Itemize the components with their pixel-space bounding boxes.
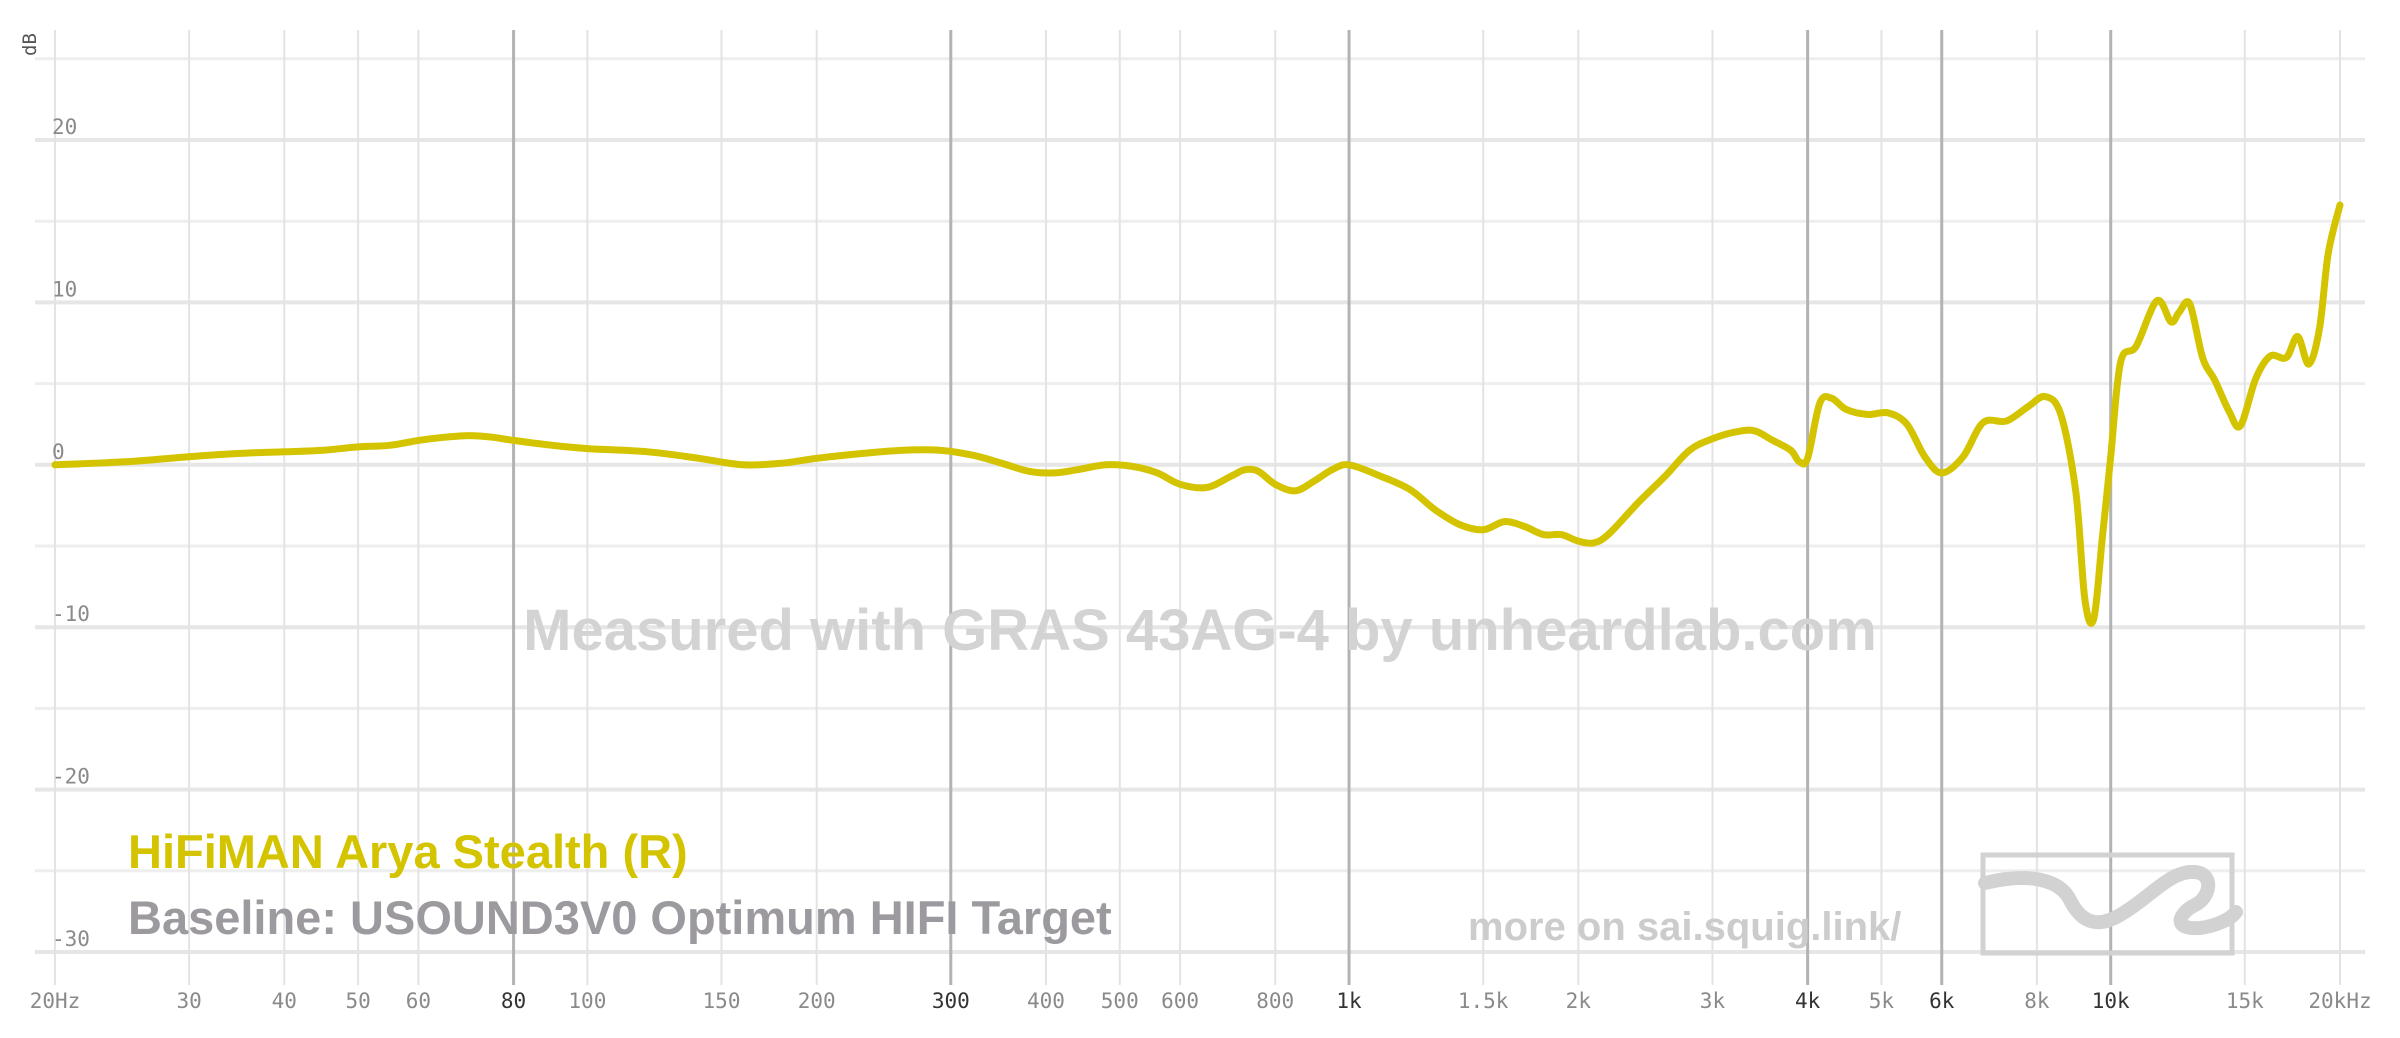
- x-tick-label: 50: [345, 989, 370, 1013]
- x-tick-label: 800: [1256, 989, 1294, 1013]
- x-tick-label: 500: [1101, 989, 1139, 1013]
- x-tick-label: 6k: [1929, 989, 1955, 1013]
- y-tick-label: 10: [52, 277, 77, 301]
- x-tick-label: 1.5k: [1458, 989, 1509, 1013]
- more-link[interactable]: more on sai.squig.link/: [1468, 905, 1901, 949]
- x-tick-label: 30: [176, 989, 201, 1013]
- legend-baseline-name: Baseline: USOUND3V0 Optimum HIFI Target: [128, 891, 1112, 944]
- x-tick-label: 2k: [1566, 989, 1592, 1013]
- y-tick-label: -10: [52, 602, 90, 626]
- x-tick-label: 100: [568, 989, 606, 1013]
- squiglink-wave-icon: [1978, 852, 2243, 956]
- x-tick-label: 8k: [2024, 989, 2050, 1013]
- x-tick-label: 4k: [1795, 989, 1821, 1013]
- x-tick-label: 15k: [2226, 989, 2264, 1013]
- x-tick-label: 40: [272, 989, 297, 1013]
- y-axis-unit-label: dB: [19, 33, 41, 56]
- y-axis-tick-labels: 20 10 0 -10 -20 -30: [52, 115, 90, 951]
- horizontal-gridlines: [35, 57, 2365, 954]
- y-tick-label: 20: [52, 115, 77, 139]
- x-tick-label: 60: [406, 989, 431, 1013]
- x-tick-label: 20kHz: [2308, 989, 2371, 1013]
- x-axis-tick-labels: 20Hz 30 40 50 60 80 100 150 200 300 400 500 600 800 1k…: [30, 989, 2372, 1013]
- x-tick-label: 600: [1161, 989, 1199, 1013]
- x-tick-label: 80: [501, 989, 526, 1013]
- x-tick-label: 1k: [1336, 989, 1362, 1013]
- x-tick-label: 5k: [1869, 989, 1895, 1013]
- x-tick-label: 20Hz: [30, 989, 81, 1013]
- series-line: [51, 201, 2344, 627]
- x-tick-label: 150: [703, 989, 741, 1013]
- x-tick-label: 200: [798, 989, 836, 1013]
- measurement-watermark: Measured with GRAS 43AG-4 by unheardlab.…: [523, 598, 1877, 663]
- series-layer: [51, 201, 2344, 627]
- x-tick-label: 400: [1027, 989, 1065, 1013]
- x-tick-label: 10k: [2092, 989, 2130, 1013]
- x-tick-label: 3k: [1700, 989, 1726, 1013]
- y-tick-label: 0: [52, 440, 65, 464]
- y-tick-label: -30: [52, 927, 90, 951]
- y-tick-label: -20: [52, 765, 90, 789]
- x-tick-label: 300: [932, 989, 970, 1013]
- vertical-gridlines: [54, 30, 2341, 985]
- legend-headphone-name: HiFiMAN Arya Stealth (R): [128, 825, 688, 878]
